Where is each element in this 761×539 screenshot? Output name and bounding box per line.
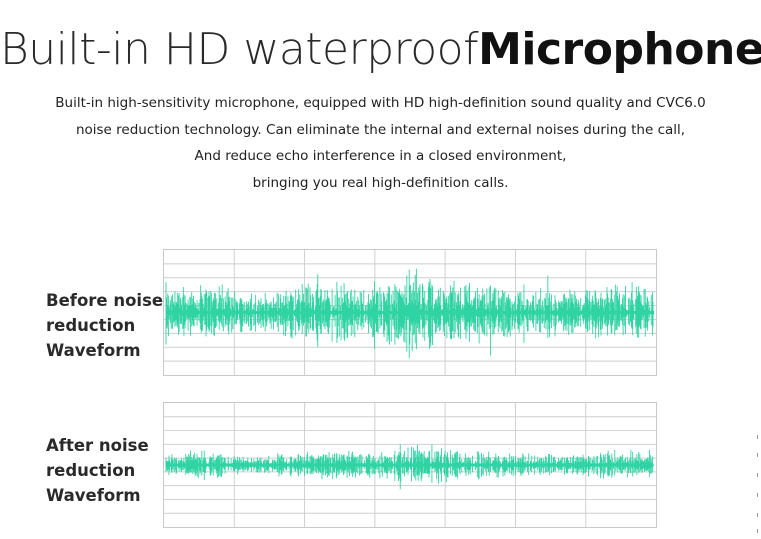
after-waveform-label: After noise reduction Waveform <box>46 433 149 508</box>
description-line: Built-in high-sensitivity microphone, eq… <box>55 95 706 111</box>
waveform-trace <box>165 444 655 490</box>
title-bold-part: Microphone <box>478 24 761 75</box>
label-line: reduction <box>46 316 136 335</box>
label-line: Waveform <box>46 341 141 360</box>
label-line: reduction <box>46 461 136 480</box>
label-line: Before noise <box>46 291 164 310</box>
description: Built-in high-sensitivity microphone, eq… <box>0 90 761 196</box>
description-line: And reduce echo interference in a closed… <box>194 148 567 164</box>
description-line: bringing you real high-definition calls. <box>252 174 509 191</box>
after-waveform-chart <box>163 402 657 528</box>
before-waveform-svg <box>164 250 656 375</box>
title-light-part: Built-in HD waterproof <box>0 24 479 75</box>
page-title: Built-in HD waterproofMicrophone <box>0 22 761 78</box>
label-line: After noise <box>46 436 149 455</box>
before-waveform-chart <box>163 249 657 376</box>
description-line: noise reduction technology. Can eliminat… <box>75 121 686 138</box>
label-line: Waveform <box>46 486 141 505</box>
after-waveform-svg <box>164 403 656 527</box>
before-waveform-label: Before noise reduction Waveform <box>46 288 163 363</box>
edge-decoration <box>757 435 758 533</box>
